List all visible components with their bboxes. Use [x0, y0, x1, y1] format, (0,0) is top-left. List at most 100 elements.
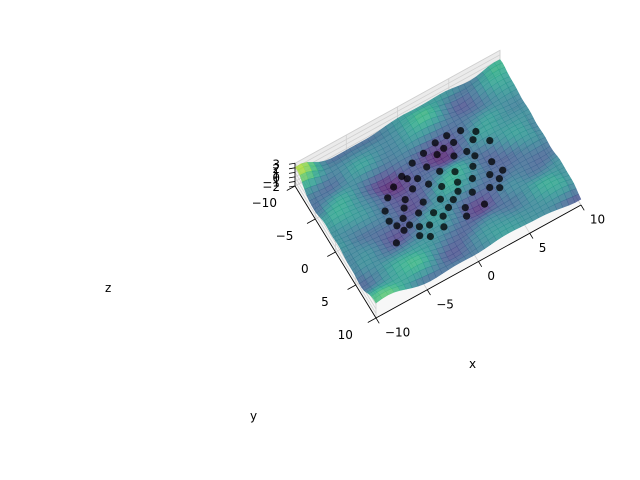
scatter-point — [393, 222, 401, 230]
scatter-point — [384, 194, 392, 202]
z-tick — [288, 181, 296, 183]
z-tick — [288, 176, 296, 179]
scatter-points — [381, 127, 507, 247]
scatter-point — [440, 144, 448, 152]
scatter-point — [469, 136, 477, 144]
scatter-point — [400, 226, 408, 234]
scatter-point — [486, 137, 494, 145]
y-tick — [286, 185, 296, 191]
scatter-point — [438, 182, 446, 191]
scatter-point — [406, 221, 414, 229]
scatter-point — [430, 209, 438, 217]
scatter-point — [457, 127, 465, 135]
scatter-point — [408, 159, 416, 167]
scatter-point — [419, 198, 427, 206]
z-tick-label: 0 — [272, 171, 280, 185]
scatter-point — [426, 221, 434, 229]
scatter-point — [425, 180, 433, 188]
scatter-point — [480, 200, 489, 208]
scatter-point — [403, 175, 411, 183]
y-tick-label: 10 — [338, 328, 353, 342]
scatter-point — [415, 223, 423, 231]
scatter-point — [449, 196, 457, 204]
scatter-point — [392, 239, 400, 247]
scatter-point — [419, 149, 428, 157]
y-tick-label: 0 — [301, 262, 309, 276]
y-tick — [347, 284, 356, 290]
z-tick-label: −1 — [262, 175, 280, 189]
scatter-point — [423, 163, 431, 171]
scatter-point — [390, 183, 398, 191]
scatter-point — [443, 132, 451, 140]
scatter-point — [454, 187, 462, 195]
x-tick-label: 5 — [539, 241, 547, 255]
scatter-point — [451, 168, 459, 176]
scatter-point — [499, 166, 507, 174]
x-tick — [478, 261, 483, 267]
scatter-point — [463, 147, 471, 156]
scatter-point — [468, 188, 476, 196]
scatter-point — [463, 212, 471, 220]
z-tick-label: 3 — [272, 157, 280, 171]
y-tick — [367, 317, 377, 323]
x-tick — [529, 233, 534, 239]
scatter-point — [414, 175, 422, 183]
scatter-point — [415, 209, 423, 217]
z-tick — [288, 167, 296, 170]
scatter-point — [468, 174, 476, 183]
x-tick-label: 10 — [590, 213, 605, 227]
scatter-point — [486, 171, 494, 179]
x-tick-label: −10 — [385, 326, 410, 340]
scatter-point — [381, 207, 389, 215]
scatter-point — [454, 178, 462, 186]
z-tick-label: 1 — [272, 166, 280, 180]
scatter-point — [444, 203, 453, 212]
z-tick-label: 2 — [272, 162, 280, 176]
scatter-point — [401, 196, 409, 204]
x-tick-label: −5 — [436, 297, 454, 311]
scatter-point — [426, 232, 434, 241]
scatter-point — [436, 195, 444, 203]
y-tick — [327, 251, 336, 257]
scatter-point — [416, 232, 424, 240]
z-tick — [288, 171, 296, 174]
y-tick-label: 5 — [321, 295, 329, 309]
x-axis-label: x — [469, 357, 476, 371]
z-tick — [288, 185, 296, 188]
scatter-point — [496, 184, 504, 192]
z-tick-label: −2 — [262, 180, 280, 194]
scatter-point — [399, 214, 407, 222]
scatter-point — [495, 175, 503, 183]
scatter-point — [471, 152, 479, 160]
scatter-point — [469, 162, 477, 170]
y-tick-label: −10 — [252, 196, 277, 210]
scatter-point — [409, 185, 417, 193]
x-tick — [426, 289, 431, 296]
scatter-point — [385, 217, 393, 225]
x-tick-label: 0 — [487, 269, 495, 283]
scatter-point — [472, 127, 480, 136]
surface-plot — [294, 59, 582, 304]
x-tick — [580, 204, 585, 211]
y-tick — [306, 218, 316, 224]
scatter-point — [439, 212, 447, 220]
scatter-point — [398, 172, 406, 180]
scatter-point — [436, 167, 444, 175]
z-tick — [288, 162, 296, 165]
scatter-point — [450, 152, 458, 160]
scatter-point — [486, 183, 494, 192]
y-tick-label: −5 — [276, 229, 294, 243]
x-tick — [375, 317, 380, 324]
scatter-point — [433, 151, 441, 159]
scatter-point — [440, 223, 448, 231]
scatter-point — [461, 204, 469, 212]
y-axis-label: y — [250, 409, 257, 423]
scatter-point — [400, 204, 408, 212]
scatter-point — [450, 138, 458, 147]
surface-patch — [373, 294, 383, 304]
scatter-point — [431, 139, 439, 147]
scatter-point — [488, 158, 496, 166]
